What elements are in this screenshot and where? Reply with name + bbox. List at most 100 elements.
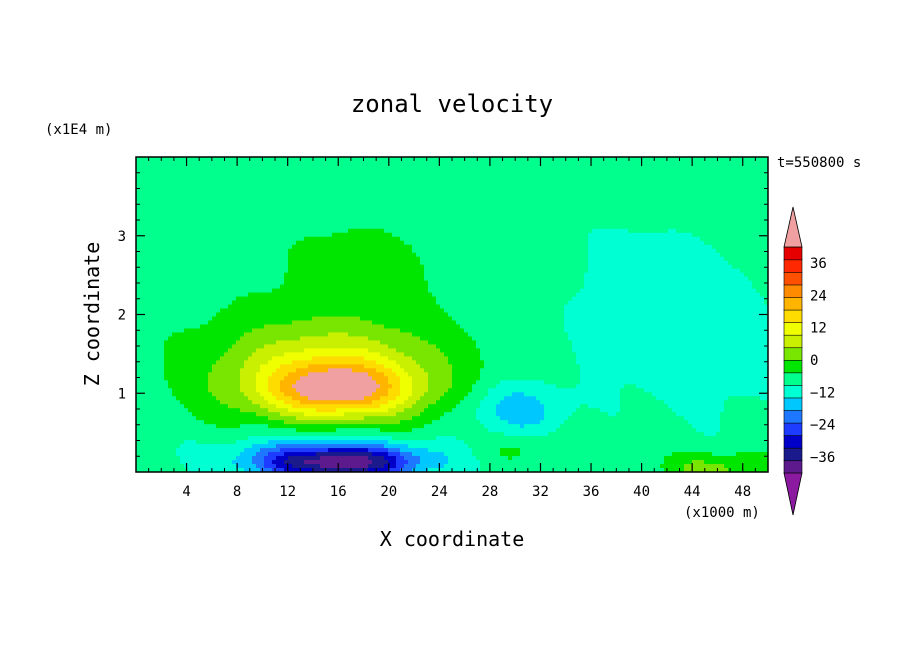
contour-cell: [372, 164, 377, 170]
contour-cell: [240, 164, 245, 170]
contour-cell: [588, 176, 593, 182]
contour-cell: [220, 244, 225, 250]
contour-cell: [184, 220, 189, 226]
contour-cell: [444, 196, 449, 202]
contour-cell: [280, 184, 285, 190]
contour-cell: [284, 268, 289, 274]
contour-cell: [392, 200, 397, 206]
contour-cell: [624, 208, 629, 214]
contour-cell: [312, 180, 317, 186]
contour-cell: [452, 236, 457, 242]
contour-cell: [152, 220, 157, 226]
contour-cell: [664, 240, 669, 246]
contour-cell: [320, 232, 325, 238]
contour-cell: [528, 216, 533, 222]
contour-cell: [632, 224, 637, 230]
contour-cell: [644, 157, 649, 162]
contour-cell: [628, 188, 633, 194]
contour-cell: [500, 168, 505, 174]
contour-cell: [604, 256, 609, 262]
contour-cell: [136, 168, 141, 174]
contour-cell: [716, 192, 721, 198]
contour-cell: [352, 244, 357, 250]
contour-cell: [752, 240, 757, 246]
contour-cell: [148, 276, 153, 282]
contour-cell: [184, 200, 189, 206]
contour-cell: [512, 236, 517, 242]
contour-cell: [752, 208, 757, 214]
contour-cell: [232, 204, 237, 210]
contour-cell: [516, 272, 521, 278]
contour-cell: [368, 256, 373, 262]
contour-cell: [204, 172, 209, 178]
contour-cell: [752, 252, 757, 258]
contour-cell: [164, 188, 169, 194]
contour-cell: [500, 244, 505, 250]
contour-cell: [404, 268, 409, 274]
contour-cell: [660, 200, 665, 206]
contour-cell: [700, 252, 705, 258]
contour-cell: [136, 252, 141, 258]
contour-cell: [272, 204, 277, 210]
contour-cell: [404, 228, 409, 234]
contour-cell: [180, 268, 185, 274]
contour-cell: [516, 256, 521, 262]
contour-cell: [232, 224, 237, 230]
contour-cell: [664, 168, 669, 174]
contour-cell: [208, 220, 213, 226]
contour-cell: [300, 204, 305, 210]
contour-cell: [540, 204, 545, 210]
contour-cell: [692, 240, 697, 246]
contour-cell: [516, 224, 521, 230]
contour-field: [136, 157, 768, 472]
contour-cell: [636, 208, 641, 214]
contour-cell: [640, 204, 645, 210]
contour-cell: [712, 264, 717, 270]
contour-cell: [228, 280, 233, 286]
contour-cell: [372, 212, 377, 218]
contour-cell: [204, 276, 209, 282]
contour-cell: [628, 252, 633, 258]
contour-cell: [460, 208, 465, 214]
contour-cell: [632, 157, 637, 162]
contour-cell: [220, 184, 225, 190]
contour-cell: [264, 248, 269, 254]
contour-cell: [620, 160, 625, 166]
contour-cell: [352, 240, 357, 246]
contour-cell: [192, 224, 197, 230]
contour-cell: [552, 260, 557, 266]
contour-cell: [232, 208, 237, 214]
contour-cell: [236, 236, 241, 242]
contour-cell: [316, 232, 321, 238]
contour-cell: [208, 240, 213, 246]
contour-cell: [136, 224, 141, 230]
contour-cell: [188, 220, 193, 226]
contour-cell: [556, 272, 561, 278]
contour-cell: [368, 164, 373, 170]
contour-cell: [460, 256, 465, 262]
contour-cell: [628, 268, 633, 274]
contour-cell: [280, 260, 285, 266]
contour-cell: [416, 260, 421, 266]
contour-cell: [308, 224, 313, 230]
contour-cell: [620, 184, 625, 190]
contour-cell: [468, 224, 473, 230]
contour-cell: [684, 192, 689, 198]
contour-cell: [384, 204, 389, 210]
contour-cell: [632, 192, 637, 198]
contour-cell: [288, 276, 293, 282]
contour-cell: [696, 172, 701, 178]
contour-cell: [672, 200, 677, 206]
contour-cell: [384, 236, 389, 242]
contour-cell: [716, 216, 721, 222]
contour-cell: [332, 252, 337, 258]
contour-cell: [140, 212, 145, 218]
contour-cell: [688, 240, 693, 246]
contour-cell: [396, 176, 401, 182]
contour-cell: [404, 240, 409, 246]
contour-cell: [496, 208, 501, 214]
contour-cell: [400, 192, 405, 198]
contour-cell: [756, 212, 761, 218]
contour-cell: [352, 264, 357, 270]
contour-cell: [148, 184, 153, 190]
